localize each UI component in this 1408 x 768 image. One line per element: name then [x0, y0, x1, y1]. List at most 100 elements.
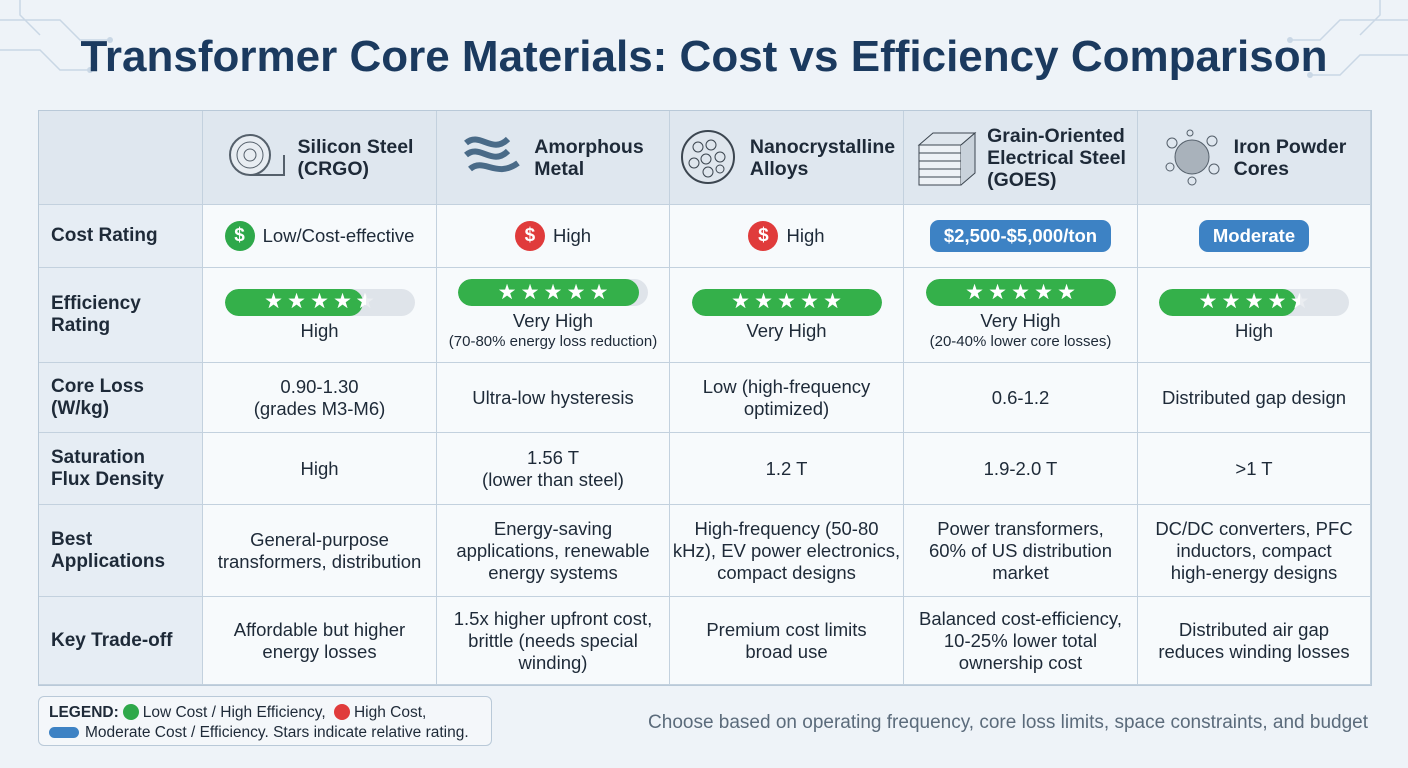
- table-cell: 1.5x higher upfront cost, brittle (needs …: [437, 597, 670, 685]
- cost-cell: $ Low/Cost-effective: [203, 205, 437, 268]
- cost-cell: $2,500-$5,000/ton: [904, 205, 1138, 268]
- cost-badge: Moderate: [1198, 220, 1310, 252]
- cost-badge: $2,500-$5,000/ton: [929, 220, 1112, 252]
- cost-rating: $ High: [514, 221, 592, 251]
- cell-line: compact designs: [717, 561, 856, 583]
- efficiency-bar-fill: [925, 279, 1116, 306]
- cell-line: General-purpose: [250, 528, 389, 550]
- material-name-line: Alloys: [749, 157, 809, 180]
- cell-line: 0.90-1.30: [280, 375, 359, 397]
- cell-line: optimized): [743, 397, 830, 419]
- cell-line: high-energy designs: [1170, 561, 1338, 583]
- cell-line: Balanced cost-efficiency,: [919, 607, 1122, 629]
- efficiency-text: Very High: [512, 310, 594, 331]
- cell-line: 1.5x higher upfront cost,: [453, 607, 653, 629]
- table-cell: 1.2 T: [670, 433, 904, 505]
- row-label: Best Applications: [39, 505, 203, 597]
- material-name-line: Silicon Steel: [297, 135, 414, 158]
- material-name-line: Electrical Steel: [987, 146, 1126, 169]
- material-name-line: (CRGO): [297, 157, 370, 180]
- table-cell: Low (high-frequency optimized): [670, 363, 904, 433]
- star: ★ ★: [355, 290, 375, 313]
- star: ★ ★: [754, 290, 773, 313]
- efficiency-text: Very High: [980, 310, 1061, 331]
- cell-line: transformers, distribution: [217, 550, 422, 572]
- efficiency-bar: ★ ★ ★ ★ ★ ★ ★ ★ ★ ★: [224, 288, 415, 316]
- cell-line: Energy-saving: [493, 517, 613, 539]
- legend-swatch: [333, 704, 350, 720]
- star: ★ ★: [1221, 290, 1241, 313]
- table-cell: Distributed air gap reduces winding losse…: [1138, 597, 1371, 685]
- cell-line: Power transformers,: [937, 517, 1104, 539]
- row-label-line: Cost Rating: [51, 225, 158, 246]
- table-cell: 1.9-2.0 T: [904, 433, 1138, 505]
- cell-line: High: [300, 457, 339, 479]
- cell-line: 10-25% lower total: [943, 629, 1098, 651]
- material-name-line: Amorphous: [534, 135, 644, 158]
- row-label-line: Saturation: [51, 446, 145, 468]
- row-label-line: Flux Density: [51, 468, 164, 490]
- cell-line: Affordable but higher: [233, 618, 406, 640]
- efficiency-note: (70-80% energy loss reduction): [448, 333, 658, 350]
- star: ★ ★: [310, 290, 329, 313]
- star: ★ ★: [497, 280, 517, 304]
- cost-text: High: [786, 225, 825, 246]
- cost-cell: $ High: [437, 205, 670, 268]
- circuit-decoration: [0, 0, 1408, 78]
- star: ★ ★: [333, 290, 352, 313]
- star: ★ ★: [589, 280, 609, 304]
- efficiency-cell: ★ ★ ★ ★ ★ ★ ★ ★ ★ ★ High: [203, 268, 437, 363]
- cost-text: High: [552, 225, 592, 246]
- legend-text: High Cost,: [353, 704, 427, 721]
- cell-line: market: [992, 561, 1049, 583]
- star: ★ ★: [1057, 280, 1076, 304]
- cell-line: ownership cost: [958, 651, 1083, 673]
- table-cell: Power transformers, 60% of US distributio…: [904, 505, 1138, 597]
- material-name-line: (GOES): [987, 168, 1057, 191]
- row-label: Key Trade-off: [39, 597, 203, 685]
- cell-line: applications, renewable: [456, 539, 650, 561]
- efficiency-text: High: [300, 319, 339, 341]
- efficiency-cell: ★ ★ ★ ★ ★ ★ ★ ★ ★ ★ Very High (70-80% energy loss r…: [437, 268, 670, 363]
- material-name-line: Cores: [1233, 157, 1289, 180]
- star-rating: ★ ★ ★ ★ ★ ★ ★ ★ ★ ★: [458, 279, 648, 306]
- table-cell: >1 T: [1138, 433, 1371, 505]
- cost-cell: Moderate: [1138, 205, 1371, 268]
- cell-line: 0.6-1.2: [991, 386, 1050, 408]
- cell-line: (grades M3-M6): [253, 397, 386, 419]
- cell-line: DC/DC converters, PFC: [1155, 517, 1353, 539]
- cost-rating: $ High: [748, 221, 825, 251]
- table-cell: 1.56 T (lower than steel): [437, 433, 670, 505]
- material-header: Amorphous Metal: [437, 111, 670, 205]
- table-cell: Energy-saving applications, renewable ener…: [437, 505, 670, 597]
- star-rating: ★ ★ ★ ★ ★ ★ ★ ★ ★ ★: [1159, 289, 1349, 316]
- star: ★ ★: [1267, 290, 1287, 313]
- page-title: Transformer Core Materials: Cost vs Effi…: [80, 32, 1328, 81]
- row-label-line: Core Loss: [51, 375, 144, 397]
- cell-line: 60% of US distribution: [928, 539, 1113, 561]
- table-cell: General-purpose transformers, distributio…: [203, 505, 437, 597]
- cell-line: energy losses: [262, 640, 377, 662]
- efficiency-bar-fill: [458, 279, 639, 306]
- row-label-line: (W/kg): [51, 397, 110, 419]
- cost-text: Low/Cost-effective: [262, 225, 415, 246]
- efficiency-cell: ★ ★ ★ ★ ★ ★ ★ ★ ★ ★ Very High (20-40% lower core lo…: [904, 268, 1138, 363]
- material-name-line: Nanocrystalline: [749, 135, 896, 158]
- row-label-line: Rating: [51, 315, 111, 336]
- material-icon: [917, 131, 977, 185]
- legend-text: Moderate Cost / Efficiency. Stars indica…: [85, 724, 469, 741]
- footnote: Choose based on operating frequency, cor…: [648, 712, 1368, 733]
- material-icon: [1165, 129, 1220, 185]
- cell-line: brittle (needs special: [468, 629, 638, 651]
- table-cell: Affordable but higher energy losses: [203, 597, 437, 685]
- row-label: Saturation Flux Density: [39, 433, 203, 505]
- material-name-line: Iron Powder: [1233, 135, 1347, 158]
- efficiency-note: (20-40% lower core losses): [929, 333, 1112, 350]
- efficiency-bar-fill: [691, 288, 882, 316]
- cell-line: 1.2 T: [765, 457, 808, 479]
- material-name-line: Grain-Oriented: [987, 124, 1125, 147]
- material-icon: [680, 129, 735, 184]
- efficiency-text: High: [1234, 319, 1274, 341]
- cell-line: energy systems: [488, 561, 618, 583]
- cell-line: kHz), EV power electronics,: [672, 539, 901, 561]
